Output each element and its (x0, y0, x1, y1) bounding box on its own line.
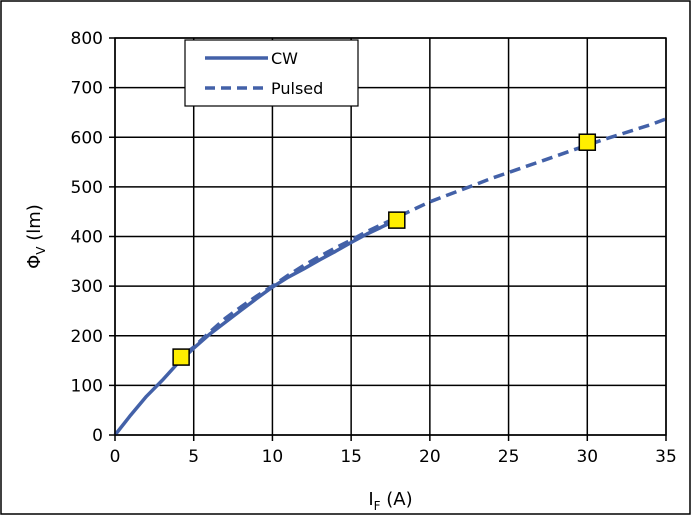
data-point-marker (388, 211, 406, 229)
x-tick-label: 20 (419, 447, 441, 467)
legend-label-pulsed: Pulsed (271, 79, 323, 98)
x-tick-label: 0 (110, 447, 121, 467)
y-axis-title: ΦV (lm) (24, 204, 48, 269)
x-axis-title-subscript: F (374, 499, 381, 513)
y-axis-title-unit: (lm) (24, 204, 45, 246)
y-tick-label: 500 (71, 178, 103, 198)
y-axis-title-subscript: V (34, 246, 48, 255)
plot-frame (114, 37, 667, 436)
data-markers (172, 133, 597, 366)
tick-labels: 0 5 10 15 20 25 30 35 0 100 200 300 400 500 600 700 800 (71, 29, 677, 467)
legend: CW Pulsed (184, 39, 359, 107)
y-tick-label: 800 (71, 29, 103, 49)
x-axis-title-unit: (A) (381, 489, 413, 510)
x-tick-label: 30 (576, 447, 598, 467)
y-axis-title-main: Φ (24, 255, 45, 269)
x-tick-label: 10 (262, 447, 284, 467)
x-axis-title: IF (A) (368, 489, 412, 513)
legend-box (184, 39, 359, 107)
legend-label-cw: CW (271, 49, 298, 68)
series-line-cw (113, 217, 400, 437)
y-tick-label: 0 (92, 426, 103, 446)
y-tick-label: 300 (71, 277, 103, 297)
y-tick-label: 600 (71, 128, 103, 148)
y-tick-label: 400 (71, 228, 103, 248)
data-point-marker (172, 348, 190, 366)
data-point-marker (578, 133, 597, 151)
y-tick-label: 100 (71, 376, 103, 396)
series-lines (113, 117, 667, 437)
series-line-pulsed (184, 117, 667, 355)
y-tick-label: 200 (71, 327, 103, 347)
y-tick-label: 700 (71, 79, 103, 99)
x-tick-label: 25 (498, 447, 520, 467)
x-tick-label: 35 (655, 447, 677, 467)
x-tick-label: 5 (188, 447, 199, 467)
x-axis-title-main: I (368, 489, 373, 510)
x-tick-label: 15 (340, 447, 362, 467)
